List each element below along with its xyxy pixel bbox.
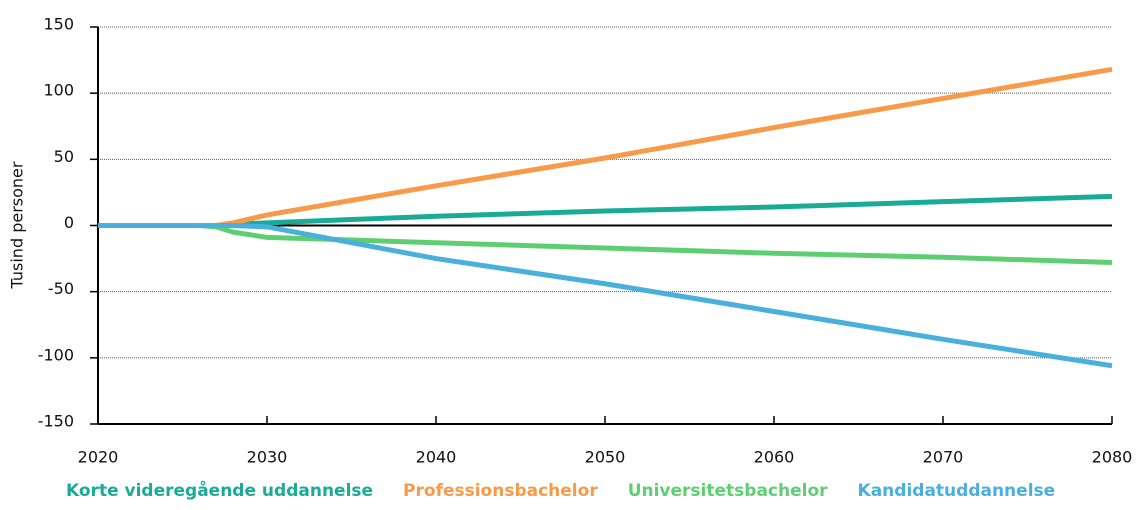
- x-tick-label: 2040: [416, 448, 457, 467]
- legend: Korte videregående uddannelse Professions…: [66, 479, 1055, 501]
- y-tick-label: 150: [43, 15, 74, 34]
- line-series: [98, 223, 1113, 266]
- y-axis-label: Tusind personer: [8, 161, 27, 289]
- y-tick-label: -100: [38, 345, 74, 364]
- y-tick-label: 100: [43, 81, 74, 100]
- legend-entry: Universitetsbachelor: [628, 481, 828, 501]
- x-tick-label: 2020: [78, 448, 119, 467]
- x-tick-label: 2060: [754, 448, 795, 467]
- y-tick-label: 50: [54, 147, 74, 166]
- y-tick-label: 0: [64, 213, 74, 232]
- x-tick-label: 2070: [923, 448, 964, 467]
- x-tick-label: 2030: [247, 448, 288, 467]
- legend-entry: Professionsbachelor: [403, 481, 598, 501]
- y-tick-label: -150: [38, 412, 74, 431]
- y-tick-label: -50: [48, 279, 74, 298]
- legend-entry: Kandidatuddannelse: [858, 481, 1056, 501]
- x-tick-label: 2050: [585, 448, 626, 467]
- legend-entry: Korte videregående uddannelse: [66, 479, 373, 501]
- x-tick-label: 2080: [1092, 448, 1133, 467]
- line-series: [98, 223, 1113, 369]
